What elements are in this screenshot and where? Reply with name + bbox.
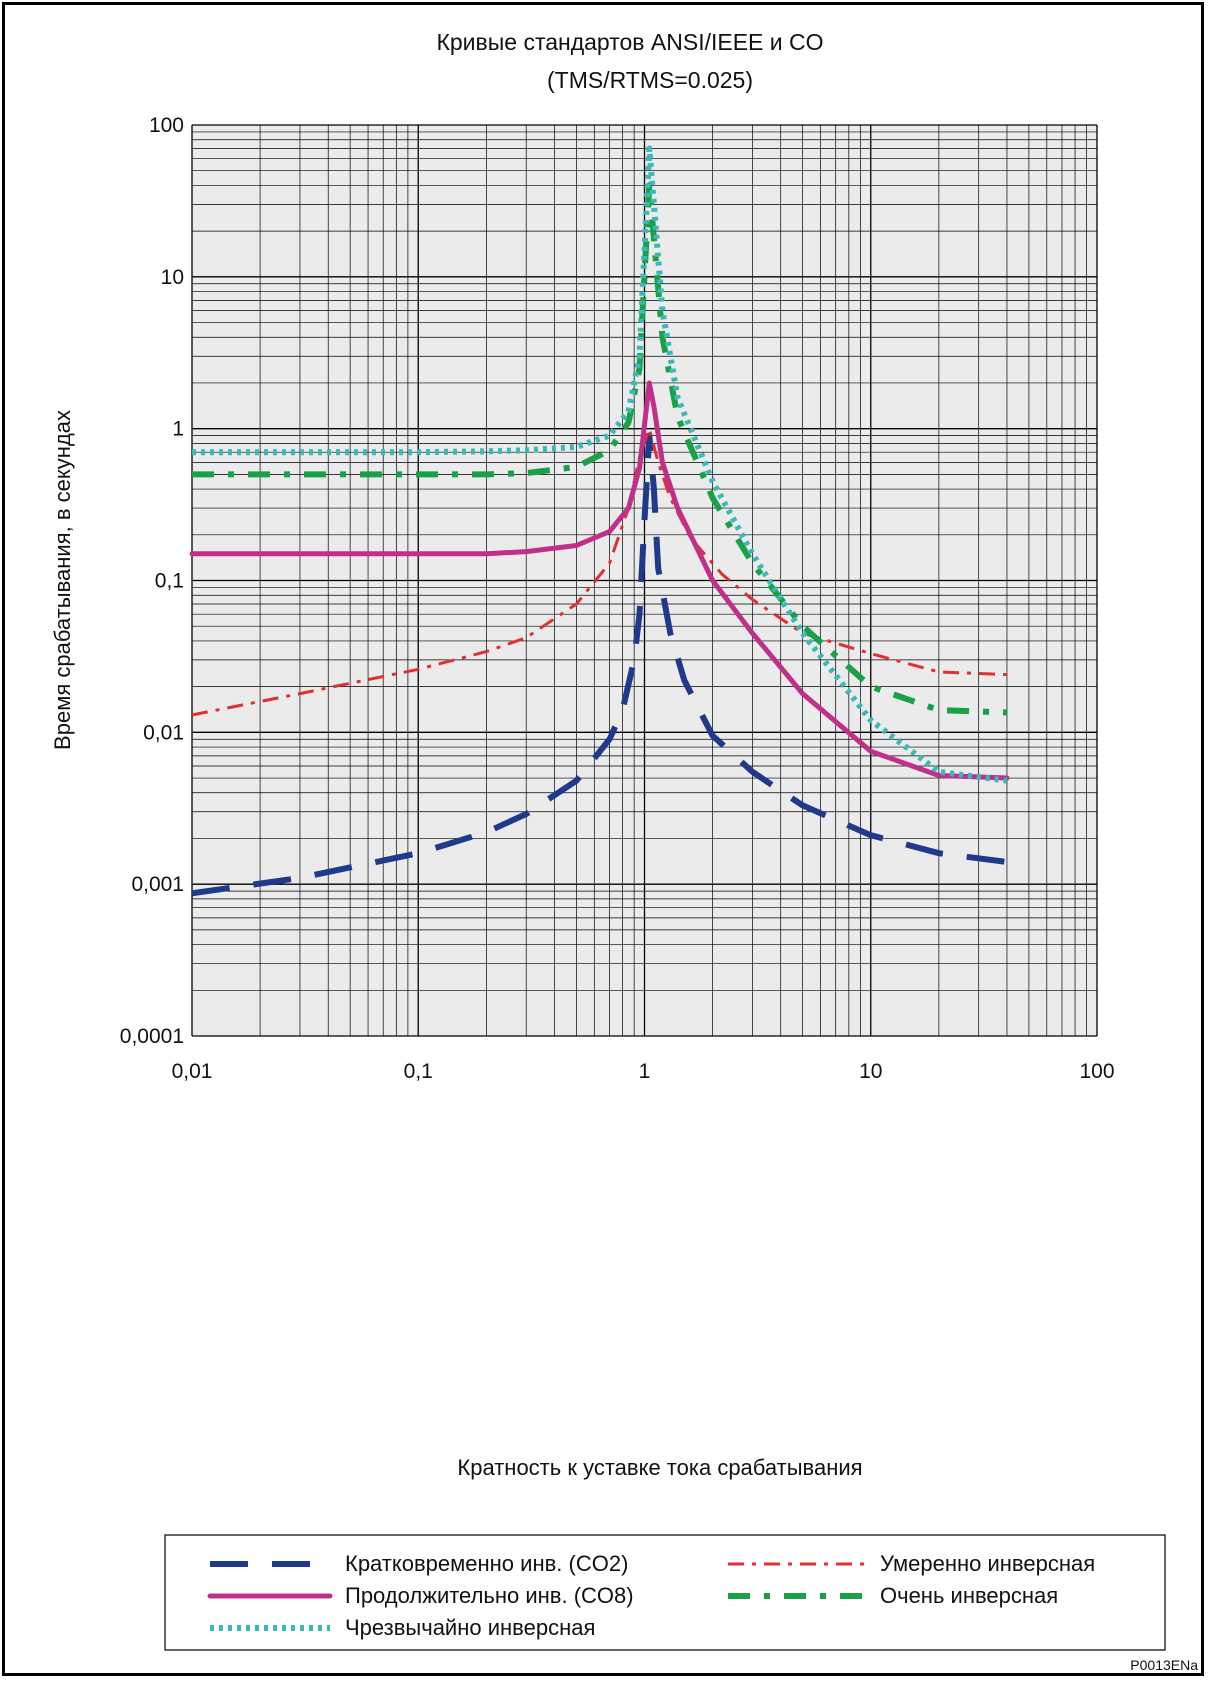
y-tick-label: 10 xyxy=(161,266,184,289)
y-tick-label: 1 xyxy=(172,418,184,441)
grid xyxy=(191,124,1098,1037)
series-line-5 xyxy=(192,145,1008,784)
y-axis-label: Время срабатывания, в секундах xyxy=(50,410,75,750)
legend-label-1: Кратковременно инв. (CO2) xyxy=(345,1551,628,1576)
x-tick-label: 0,1 xyxy=(404,1060,433,1083)
x-tick-label: 0,01 xyxy=(172,1060,213,1083)
series-layer xyxy=(189,145,1010,897)
y-tick-label: 0,0001 xyxy=(120,1025,184,1048)
tick-labels: 0,01 0,1 1 10 100 0,0001 0,001 0,01 0,1 1 10 100 xyxy=(120,114,1115,1083)
chart-title: Кривые стандартов ANSI/IEEE и CO xyxy=(436,29,823,55)
legend-label-5: Чрезвычайно инверсная xyxy=(345,1615,595,1640)
series-line-2 xyxy=(191,427,1008,717)
x-axis-label: Кратность к уставке тока срабатывания xyxy=(457,1455,862,1480)
x-tick-label: 1 xyxy=(639,1060,651,1083)
y-tick-label: 0,001 xyxy=(131,873,184,896)
legend-label-2: Умеренно инверсная xyxy=(880,1551,1095,1576)
x-tick-label: 10 xyxy=(859,1060,882,1083)
legend-box xyxy=(164,1534,1166,1651)
y-tick-label: 0,1 xyxy=(155,570,184,593)
figure-id: P0013ENa xyxy=(1130,1657,1198,1673)
legend: Кратковременно инв. (CO2) Умеренно инверс… xyxy=(207,1551,1095,1640)
y-tick-label: 100 xyxy=(149,114,184,137)
series-line-1 xyxy=(191,432,1008,897)
x-tick-label: 100 xyxy=(1079,1060,1114,1083)
series-line-3 xyxy=(189,380,1010,781)
chart-subtitle: (TMS/RTMS=0.025) xyxy=(547,67,753,93)
y-tick-label: 0,01 xyxy=(143,721,184,744)
legend-label-4: Очень инверсная xyxy=(880,1583,1058,1608)
legend-label-3: Продолжительно инв. (CO8) xyxy=(345,1583,634,1608)
